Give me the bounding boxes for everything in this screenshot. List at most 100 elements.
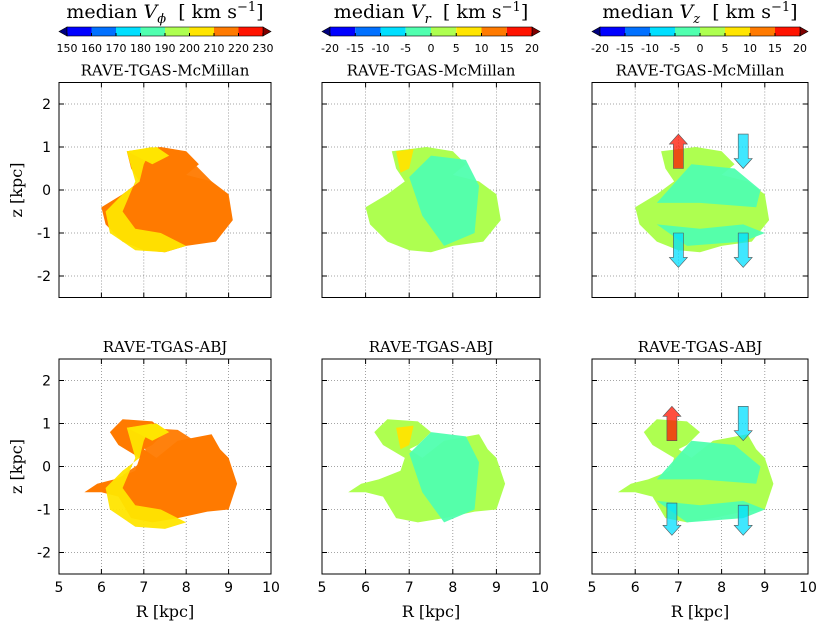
colorbar-tick-label: -15 [616, 42, 634, 55]
colorbar-segment [405, 27, 431, 36]
title-close: ] [790, 1, 797, 23]
title-unit: [ km s [700, 1, 771, 23]
colorbar-segment [675, 27, 700, 36]
colorbar-extend [531, 26, 541, 37]
colorbar-tick-label: -10 [372, 42, 390, 55]
map-region [122, 427, 225, 497]
colorbar-tick-label: 200 [179, 42, 200, 55]
colorbar-tick-label: 20 [793, 42, 807, 55]
colorbar-extend [58, 26, 68, 37]
colorbar-tick-label: -5 [400, 42, 411, 55]
map-region [656, 224, 765, 246]
title-symbol: V [411, 1, 427, 23]
x-tick-label: 5 [55, 580, 64, 596]
colorbar-title: median Vϕ [ km s−1] [66, 0, 263, 27]
map-region [409, 155, 479, 246]
colorbar-extend [321, 26, 331, 37]
map-region [396, 425, 414, 450]
y-tick-label: -1 [37, 226, 51, 242]
arrow [733, 406, 753, 442]
colorbar-tick-label: 190 [155, 42, 176, 55]
title-subscript: z [692, 12, 700, 27]
panel: RAVE-TGAS-McMillan [321, 62, 541, 298]
x-tick-label: 9 [760, 580, 769, 596]
colorbar-segment [431, 27, 457, 36]
colorbar-tick-label: 150 [57, 42, 78, 55]
colorbar-segment [750, 27, 775, 36]
colorbar-segment [165, 27, 190, 36]
colorbar-segment [380, 27, 406, 36]
title-subscript: r [425, 12, 432, 27]
map-region [105, 423, 187, 529]
axes-frame [321, 358, 541, 575]
map-region [122, 151, 225, 221]
x-tick-label: 7 [674, 580, 683, 596]
x-axis-label: R [kpc] [402, 602, 461, 621]
y-tick-label: -2 [37, 269, 51, 285]
y-tick-label: -1 [37, 503, 51, 519]
title-exponent: −1 [237, 0, 256, 15]
map-region [656, 440, 761, 484]
colorbar-tick-label: -15 [346, 42, 364, 55]
x-tick-label: 10 [799, 580, 817, 596]
colorbar-segment [506, 27, 532, 36]
colorbar-extend [262, 26, 272, 37]
title-symbol: V [680, 1, 696, 23]
x-tick-label: 8 [448, 580, 457, 596]
y-tick-label: -2 [37, 546, 51, 562]
y-tick-label: 2 [42, 374, 51, 390]
x-tick-label: 7 [139, 580, 148, 596]
title-close: ] [521, 1, 528, 23]
colorbar-tick-label: 0 [428, 42, 435, 55]
colorbar-segment [67, 27, 92, 36]
y-axis-label: z [kpc] [7, 163, 26, 218]
arrow [662, 405, 682, 441]
x-tick-label: 8 [717, 580, 726, 596]
title-symbol: V [144, 1, 160, 23]
map-region [409, 432, 479, 523]
colorbar-tick-label: -20 [591, 42, 609, 55]
x-tick-label: 9 [224, 580, 233, 596]
title-close: ] [256, 1, 263, 23]
x-tick-label: 6 [631, 580, 640, 596]
colorbar-tick-label: 210 [204, 42, 225, 55]
title-text: median [334, 1, 411, 23]
x-tick-label: 10 [262, 580, 280, 596]
colorbar-segment [775, 27, 800, 36]
x-tick-label: 7 [405, 580, 414, 596]
arrow [733, 133, 753, 169]
axes-frame [321, 82, 541, 298]
y-tick-label: 1 [42, 417, 51, 433]
panel-title: RAVE-TGAS-McMillan [347, 62, 516, 80]
y-tick-label: 0 [42, 460, 51, 476]
map-region [126, 147, 170, 165]
colorbar-segment [214, 27, 239, 36]
colorbar-tick-label: 15 [768, 42, 782, 55]
title-exponent: −1 [502, 0, 521, 15]
panel: 5 6 7 8 9 10 RAVE-TGAS-ABJ R [kpc] [588, 338, 817, 621]
colorbar-tick-label: 160 [81, 42, 102, 55]
colorbar-segment [189, 27, 214, 36]
x-tick-label: 9 [492, 580, 501, 596]
panel-title: RAVE-TGAS-ABJ [638, 338, 763, 356]
colorbar-tick-label: 0 [697, 42, 704, 55]
x-tick-label: 6 [97, 580, 106, 596]
arrow [662, 502, 682, 536]
colorbar-segment [600, 27, 625, 36]
colorbar-segment [238, 27, 263, 36]
colorbar-tick-label: 220 [228, 42, 249, 55]
y-tick-label: 1 [42, 140, 51, 156]
axes-frame [591, 358, 809, 575]
colorbar-extend [591, 26, 601, 37]
colorbar-tick-label: -10 [641, 42, 659, 55]
arrow [668, 232, 689, 268]
colorbar-tick-label: 5 [722, 42, 729, 55]
x-tick-label: 5 [318, 580, 327, 596]
panel: 5 6 7 8 9 10 RAVE-TGAS-ABJ R [kpc] [318, 338, 549, 621]
colorbar-segment [725, 27, 750, 36]
colorbar-segment [116, 27, 141, 36]
colorbar-segment [355, 27, 381, 36]
y-axis-label: z [kpc] [7, 439, 26, 494]
panel-title: RAVE-TGAS-ABJ [103, 338, 228, 356]
